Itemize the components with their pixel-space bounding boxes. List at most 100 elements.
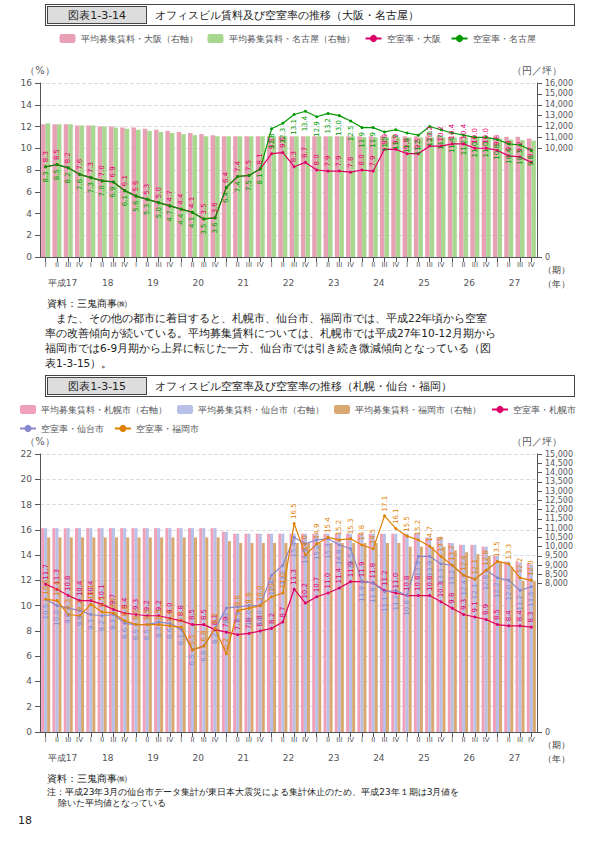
svg-text:0: 0	[545, 728, 550, 737]
svg-text:14.0: 14.0	[301, 535, 309, 551]
svg-text:IV: IV	[166, 261, 173, 269]
svg-text:10.8: 10.8	[403, 575, 411, 591]
svg-text:I: I	[406, 261, 408, 269]
svg-text:10.7: 10.7	[313, 577, 321, 593]
svg-text:IV: IV	[121, 736, 128, 744]
svg-text:26: 26	[464, 753, 476, 763]
svg-text:11.9: 11.9	[358, 586, 366, 602]
svg-text:10,500: 10,500	[545, 533, 573, 542]
svg-text:4: 4	[26, 676, 32, 686]
svg-text:12.8: 12.8	[482, 575, 490, 591]
svg-text:13.9: 13.9	[437, 536, 445, 552]
svg-text:10.0: 10.0	[53, 610, 61, 626]
svg-text:8.0: 8.0	[313, 154, 321, 165]
svg-text:5.3: 5.3	[143, 184, 151, 195]
svg-text:8,500: 8,500	[545, 570, 568, 579]
svg-text:21: 21	[238, 753, 249, 763]
svg-text:25: 25	[418, 753, 429, 763]
svg-text:16: 16	[21, 78, 33, 88]
svg-text:9.3: 9.3	[132, 599, 140, 610]
svg-text:II: II	[416, 261, 420, 269]
svg-text:8.2: 8.2	[211, 613, 219, 624]
svg-text:8.1: 8.1	[256, 153, 264, 164]
svg-text:15.4: 15.4	[290, 541, 298, 557]
svg-text:III: III	[291, 261, 297, 269]
svg-text:13.3: 13.3	[505, 544, 513, 560]
svg-text:11.4: 11.4	[403, 137, 411, 153]
svg-text:13.9: 13.9	[426, 561, 434, 577]
svg-text:11.3: 11.3	[290, 569, 298, 585]
svg-text:16,000: 16,000	[545, 79, 573, 88]
svg-text:24: 24	[373, 753, 385, 763]
svg-text:10,000: 10,000	[545, 144, 573, 153]
svg-text:8.5: 8.5	[132, 609, 140, 620]
svg-text:24: 24	[373, 278, 385, 288]
svg-text:8.6: 8.6	[166, 627, 174, 639]
svg-text:20: 20	[192, 753, 204, 763]
svg-text:II: II	[507, 736, 511, 744]
svg-text:7.6: 7.6	[76, 178, 84, 190]
svg-text:8.4: 8.4	[166, 610, 174, 622]
svg-text:IV: IV	[212, 261, 219, 269]
svg-text:II: II	[281, 261, 285, 269]
svg-text:III: III	[110, 736, 116, 744]
svg-text:4.1: 4.1	[188, 197, 196, 208]
svg-text:IV: IV	[76, 261, 83, 269]
svg-text:4.4: 4.4	[177, 193, 185, 205]
svg-text:空室率・福岡市: 空室率・福岡市	[136, 424, 199, 434]
svg-text:III: III	[381, 736, 387, 744]
svg-text:9,500: 9,500	[545, 551, 568, 560]
svg-text:11.2: 11.2	[460, 140, 468, 156]
svg-text:11.0: 11.0	[279, 573, 287, 589]
svg-text:11.2: 11.2	[414, 140, 422, 156]
svg-text:II: II	[326, 261, 330, 269]
svg-text:5.6: 5.6	[132, 200, 140, 212]
svg-text:11.5: 11.5	[527, 591, 535, 607]
svg-text:10.1: 10.1	[87, 584, 95, 600]
svg-text:IV: IV	[257, 736, 264, 744]
svg-text:IV: IV	[212, 736, 219, 744]
svg-text:15.3: 15.3	[324, 543, 332, 559]
svg-text:IV: IV	[76, 736, 83, 744]
svg-text:10,000: 10,000	[545, 542, 573, 551]
svg-text:2: 2	[26, 230, 32, 240]
svg-text:10.8: 10.8	[64, 575, 72, 591]
svg-text:8.5: 8.5	[188, 609, 196, 620]
svg-text:11,000: 11,000	[545, 524, 573, 533]
svg-text:14.9: 14.9	[313, 524, 321, 540]
svg-text:II: II	[326, 736, 330, 744]
svg-text:8.7: 8.7	[301, 147, 309, 158]
svg-text:10.3: 10.3	[516, 149, 524, 165]
svg-text:5.6: 5.6	[132, 180, 140, 192]
svg-text:19: 19	[147, 753, 159, 763]
svg-text:5.3: 5.3	[143, 204, 151, 215]
svg-text:22: 22	[21, 449, 32, 459]
svg-text:I: I	[135, 736, 137, 744]
svg-text:15.2: 15.2	[414, 520, 422, 536]
svg-text:18: 18	[21, 500, 33, 510]
svg-text:8: 8	[26, 165, 32, 175]
svg-text:7.0: 7.0	[98, 185, 106, 196]
svg-text:13,000: 13,000	[545, 487, 573, 496]
svg-text:3.6: 3.6	[211, 222, 219, 234]
svg-text:平成17: 平成17	[48, 753, 77, 763]
svg-text:27: 27	[509, 753, 520, 763]
svg-text:III: III	[427, 736, 433, 744]
svg-text:22: 22	[283, 278, 294, 288]
svg-text:10.5: 10.5	[42, 604, 50, 620]
svg-text:10.0: 10.0	[256, 586, 264, 602]
svg-text:12: 12	[21, 122, 32, 132]
svg-text:I: I	[316, 736, 318, 744]
svg-text:II: II	[371, 261, 375, 269]
svg-text:13.4: 13.4	[301, 115, 309, 131]
svg-text:12.0: 12.0	[426, 131, 434, 147]
svg-text:15.2: 15.2	[313, 544, 321, 560]
svg-text:III: III	[517, 261, 523, 269]
svg-text:9.6: 9.6	[76, 615, 84, 627]
svg-text:11.9: 11.9	[358, 562, 366, 578]
svg-text:平均募集賃料・名古屋（右軸）: 平均募集賃料・名古屋（右軸）	[229, 34, 355, 44]
svg-text:12.0: 12.0	[527, 560, 535, 576]
svg-text:I: I	[406, 736, 408, 744]
svg-text:9.3: 9.3	[460, 599, 468, 610]
svg-text:10.0: 10.0	[471, 128, 479, 144]
